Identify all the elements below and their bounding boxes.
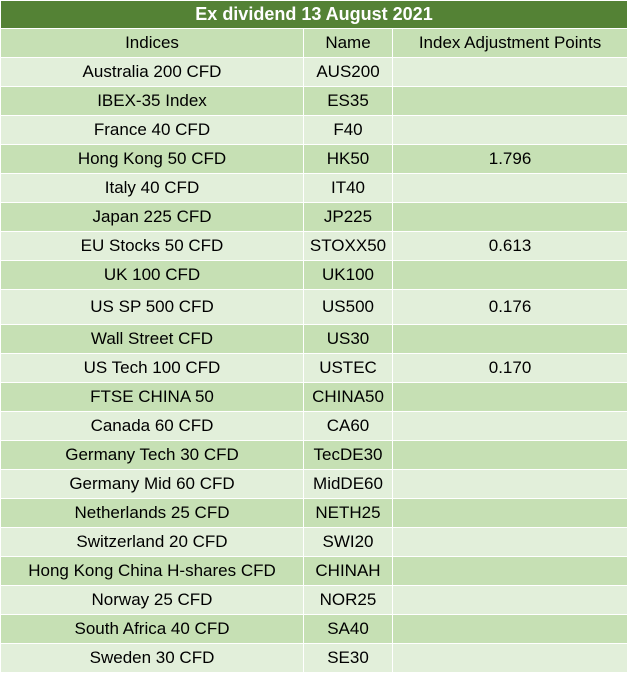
cell-index: Hong Kong China H-shares CFD [0, 556, 304, 586]
cell-adjustment-points: 0.176 [391, 289, 627, 325]
table-title: Ex dividend 13 August 2021 [0, 0, 627, 29]
cell-name: SE30 [303, 643, 393, 673]
table-row: Italy 40 CFD IT40 [0, 173, 627, 203]
table-row: EU Stocks 50 CFD STOXX50 0.613 [0, 231, 627, 261]
cell-name: CHINA50 [303, 382, 393, 412]
table-row: Wall Street CFD US30 [0, 324, 627, 354]
cell-adjustment-points [391, 115, 627, 145]
cell-name: AUS200 [303, 57, 393, 87]
table-row: Netherlands 25 CFD NETH25 [0, 498, 627, 528]
table-row: France 40 CFD F40 [0, 115, 627, 145]
table-row: US SP 500 CFD US500 0.176 [0, 289, 627, 325]
cell-index: Switzerland 20 CFD [0, 527, 304, 557]
cell-index: UK 100 CFD [0, 260, 304, 290]
cell-index: Germany Tech 30 CFD [0, 440, 304, 470]
cell-name: F40 [303, 115, 393, 145]
cell-name: MidDE60 [303, 469, 393, 499]
cell-index: Italy 40 CFD [0, 173, 304, 203]
cell-adjustment-points [391, 440, 627, 470]
cell-index: Australia 200 CFD [0, 57, 304, 87]
table-row: Sweden 30 CFD SE30 [0, 643, 627, 673]
cell-adjustment-points: 1.796 [391, 144, 627, 174]
table-row: Australia 200 CFD AUS200 [0, 57, 627, 87]
cell-index: Netherlands 25 CFD [0, 498, 304, 528]
cell-adjustment-points [391, 57, 627, 87]
cell-index: Sweden 30 CFD [0, 643, 304, 673]
table-row: Germany Tech 30 CFD TecDE30 [0, 440, 627, 470]
cell-index: Canada 60 CFD [0, 411, 304, 441]
title-row: Ex dividend 13 August 2021 [0, 0, 627, 29]
cell-adjustment-points: 0.170 [391, 353, 627, 383]
cell-name: ES35 [303, 86, 393, 116]
cell-index: US Tech 100 CFD [0, 353, 304, 383]
cell-name: CHINAH [303, 556, 393, 586]
header-row: Indices Name Index Adjustment Points [0, 28, 627, 58]
cell-index: EU Stocks 50 CFD [0, 231, 304, 261]
cell-name: USTEC [303, 353, 393, 383]
cell-index: South Africa 40 CFD [0, 614, 304, 644]
cell-name: US500 [303, 289, 393, 325]
cell-index: Japan 225 CFD [0, 202, 304, 232]
header-adjustment-points: Index Adjustment Points [391, 28, 627, 58]
table-row: Hong Kong 50 CFD HK50 1.796 [0, 144, 627, 174]
cell-name: TecDE30 [303, 440, 393, 470]
cell-adjustment-points: 0.613 [391, 231, 627, 261]
table-row: Hong Kong China H-shares CFD CHINAH [0, 556, 627, 586]
table-row: Canada 60 CFD CA60 [0, 411, 627, 441]
cell-adjustment-points [391, 202, 627, 232]
cell-name: IT40 [303, 173, 393, 203]
table-row: UK 100 CFD UK100 [0, 260, 627, 290]
cell-name: JP225 [303, 202, 393, 232]
cell-name: UK100 [303, 260, 393, 290]
cell-adjustment-points [391, 173, 627, 203]
cell-name: HK50 [303, 144, 393, 174]
cell-index: Germany Mid 60 CFD [0, 469, 304, 499]
cell-adjustment-points [391, 411, 627, 441]
table-row: Switzerland 20 CFD SWI20 [0, 527, 627, 557]
cell-name: CA60 [303, 411, 393, 441]
table-row: Germany Mid 60 CFD MidDE60 [0, 469, 627, 499]
cell-adjustment-points [391, 527, 627, 557]
table-row: Norway 25 CFD NOR25 [0, 585, 627, 615]
cell-name: STOXX50 [303, 231, 393, 261]
cell-index: US SP 500 CFD [0, 289, 304, 325]
table-row: FTSE CHINA 50 CHINA50 [0, 382, 627, 412]
table-row: IBEX-35 Index ES35 [0, 86, 627, 116]
header-indices: Indices [0, 28, 304, 58]
table-body: Australia 200 CFD AUS200 IBEX-35 Index ES35… [0, 57, 627, 673]
table-row: South Africa 40 CFD SA40 [0, 614, 627, 644]
cell-adjustment-points [391, 585, 627, 615]
cell-adjustment-points [391, 260, 627, 290]
cell-index: Wall Street CFD [0, 324, 304, 354]
cell-adjustment-points [391, 614, 627, 644]
cell-adjustment-points [391, 556, 627, 586]
cell-adjustment-points [391, 643, 627, 673]
cell-adjustment-points [391, 86, 627, 116]
cell-name: SA40 [303, 614, 393, 644]
cell-index: IBEX-35 Index [0, 86, 304, 116]
header-name: Name [303, 28, 393, 58]
cell-index: Hong Kong 50 CFD [0, 144, 304, 174]
table-row: US Tech 100 CFD USTEC 0.170 [0, 353, 627, 383]
cell-name: NETH25 [303, 498, 393, 528]
cell-name: NOR25 [303, 585, 393, 615]
cell-index: Norway 25 CFD [0, 585, 304, 615]
cell-name: SWI20 [303, 527, 393, 557]
cell-adjustment-points [391, 382, 627, 412]
cell-adjustment-points [391, 324, 627, 354]
cell-index: France 40 CFD [0, 115, 304, 145]
cell-adjustment-points [391, 469, 627, 499]
table-row: Japan 225 CFD JP225 [0, 202, 627, 232]
cell-name: US30 [303, 324, 393, 354]
cell-index: FTSE CHINA 50 [0, 382, 304, 412]
cell-adjustment-points [391, 498, 627, 528]
